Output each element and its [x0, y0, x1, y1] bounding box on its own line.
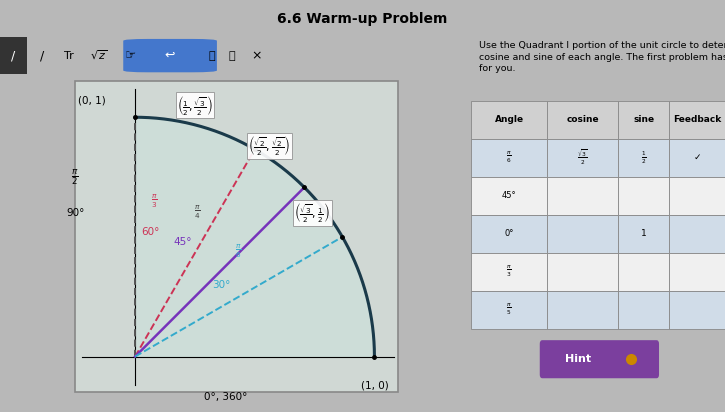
Text: 30°: 30° — [212, 280, 231, 290]
Text: $\frac{\pi}{5}$: $\frac{\pi}{5}$ — [507, 302, 512, 317]
Text: ×: × — [251, 49, 262, 62]
Text: $\left(\frac{1}{2},\frac{\sqrt{3}}{2}\right)$: $\left(\frac{1}{2},\frac{\sqrt{3}}{2}\ri… — [177, 94, 213, 117]
Text: ⌒: ⌒ — [228, 51, 235, 61]
Text: Feedback: Feedback — [673, 115, 721, 124]
Text: 6.6 Warm-up Problem: 6.6 Warm-up Problem — [277, 12, 447, 26]
Text: Tr: Tr — [64, 51, 74, 61]
Text: $\frac{\pi}{3}$: $\frac{\pi}{3}$ — [507, 265, 512, 279]
Text: $\frac{\pi}{4}$: $\frac{\pi}{4}$ — [194, 204, 201, 222]
Text: $\left(\frac{\sqrt{3}}{2},\frac{1}{2}\right)$: $\left(\frac{\sqrt{3}}{2},\frac{1}{2}\ri… — [294, 201, 330, 225]
Text: cosine: cosine — [566, 115, 599, 124]
Text: (1, 0): (1, 0) — [360, 381, 389, 391]
Text: 0°: 0° — [505, 229, 514, 238]
Text: Hint: Hint — [565, 354, 591, 364]
Text: 1: 1 — [641, 229, 647, 238]
Text: ↩: ↩ — [165, 49, 175, 62]
Text: /: / — [11, 49, 15, 62]
Text: $\frac{\sqrt{3}}{2}$: $\frac{\sqrt{3}}{2}$ — [577, 148, 589, 167]
Text: 0°, 360°: 0°, 360° — [204, 393, 248, 403]
Text: (0, 1): (0, 1) — [78, 95, 105, 105]
Text: Use the Quadrant I portion of the unit circle to determine the
cosine and sine o: Use the Quadrant I portion of the unit c… — [478, 41, 725, 73]
Text: $\sqrt{z}$: $\sqrt{z}$ — [90, 49, 107, 62]
Text: sine: sine — [633, 115, 655, 124]
Text: $\left(\frac{\sqrt{2}}{2},\frac{\sqrt{2}}{2}\right)$: $\left(\frac{\sqrt{2}}{2},\frac{\sqrt{2}… — [248, 134, 290, 157]
Text: ☞: ☞ — [125, 49, 136, 62]
Text: 45°: 45° — [502, 191, 517, 200]
Text: $\frac{1}{2}$: $\frac{1}{2}$ — [641, 150, 647, 166]
Text: 60°: 60° — [141, 227, 160, 237]
FancyBboxPatch shape — [123, 39, 217, 73]
Text: $\frac{\pi}{2}$: $\frac{\pi}{2}$ — [72, 167, 79, 187]
FancyBboxPatch shape — [539, 340, 659, 378]
Bar — [0, 37, 27, 74]
Text: 90°: 90° — [66, 208, 85, 218]
Polygon shape — [135, 117, 374, 356]
Text: $\frac{\pi}{3}$: $\frac{\pi}{3}$ — [151, 192, 157, 210]
Text: /: / — [40, 49, 44, 62]
Text: 45°: 45° — [174, 236, 192, 247]
Text: ✓: ✓ — [693, 153, 701, 162]
Text: $\frac{\pi}{6}$: $\frac{\pi}{6}$ — [235, 243, 241, 260]
Text: $\frac{\pi}{6}$: $\frac{\pi}{6}$ — [507, 150, 512, 165]
Text: ⌒: ⌒ — [209, 51, 215, 61]
Text: Angle: Angle — [494, 115, 524, 124]
